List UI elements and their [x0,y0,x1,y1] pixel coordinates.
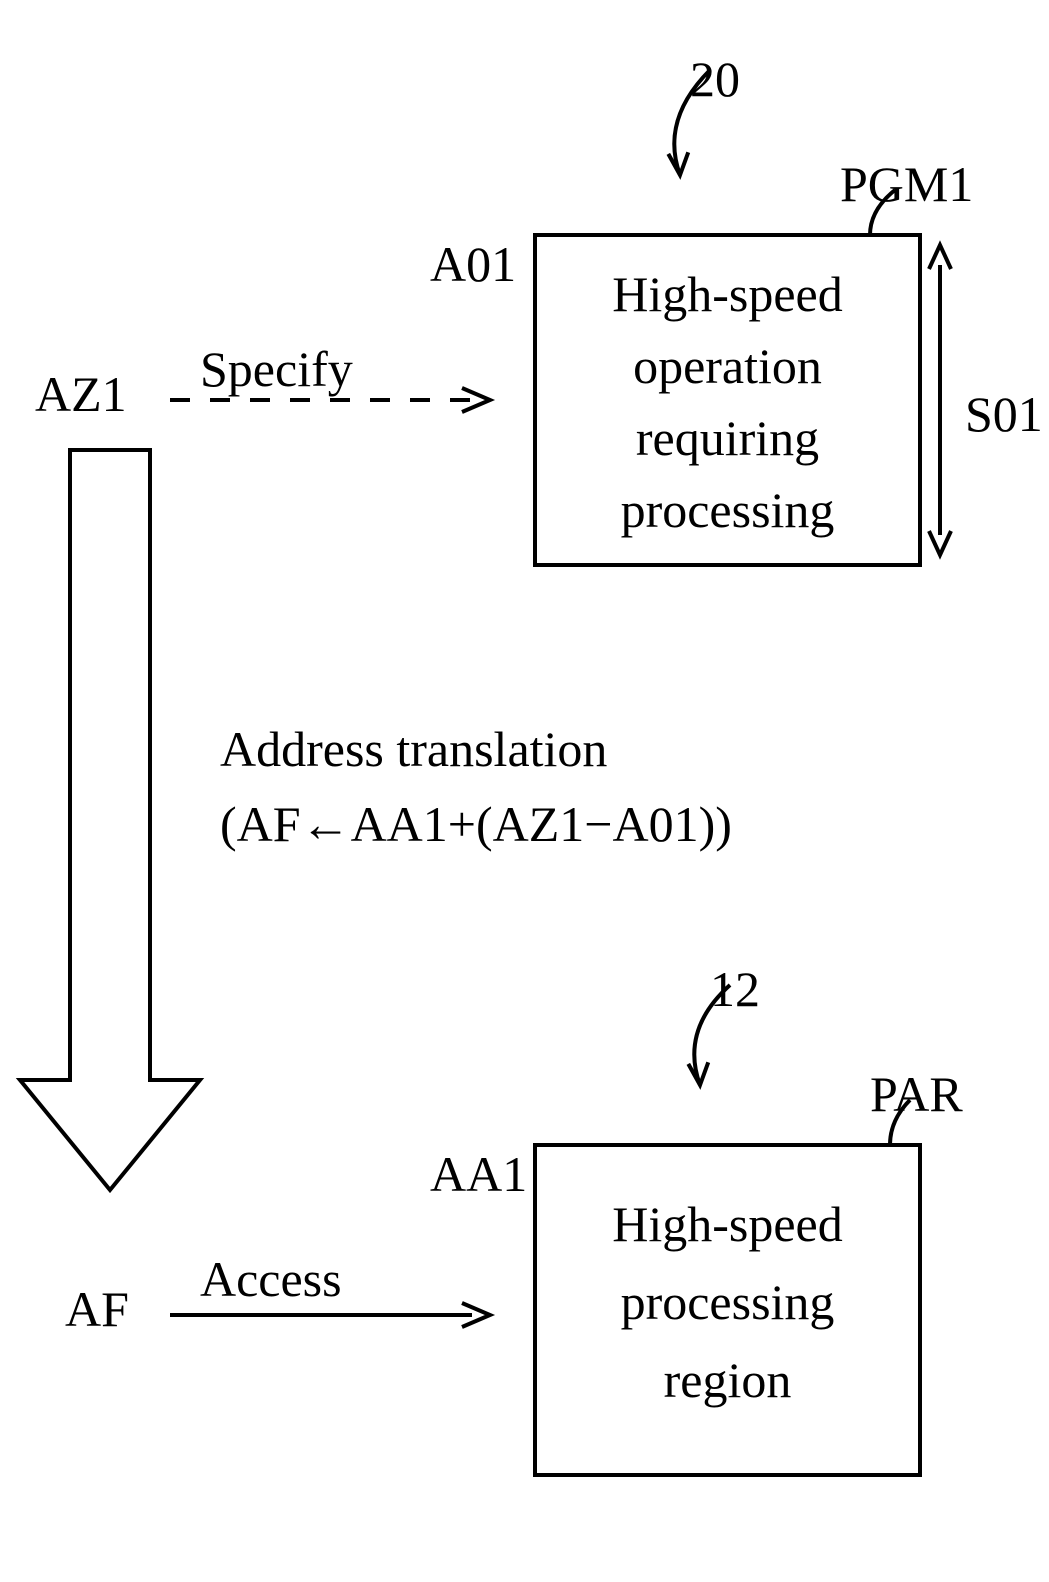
box-par-line: High-speed [612,1196,843,1252]
arrow-s01 [929,245,951,555]
label-pgm1: PGM1 [840,156,973,212]
label-addr-translation-2: (AF←AA1+(AZ1−A01)) [220,796,732,852]
label-af: AF [65,1281,129,1337]
box-pgm1-line: High-speed [612,266,843,322]
box-pgm1-line: operation [633,338,822,394]
label-aa1: AA1 [430,1146,527,1202]
label-specify: Specify [200,341,353,397]
label-s01: S01 [965,386,1043,442]
box-par-line: processing [621,1274,835,1330]
label-ref12: 12 [710,961,760,1017]
label-ref20: 20 [690,51,740,107]
label-access: Access [200,1251,342,1307]
label-par: PAR [870,1066,963,1122]
label-a01: A01 [430,236,516,292]
big-down-arrow [20,450,200,1190]
box-pgm1-line: requiring [636,410,819,466]
box-par-line: region [664,1352,792,1408]
box-pgm1-line: processing [621,482,835,538]
label-az1: AZ1 [35,366,127,422]
label-addr-translation-1: Address translation [220,721,607,777]
